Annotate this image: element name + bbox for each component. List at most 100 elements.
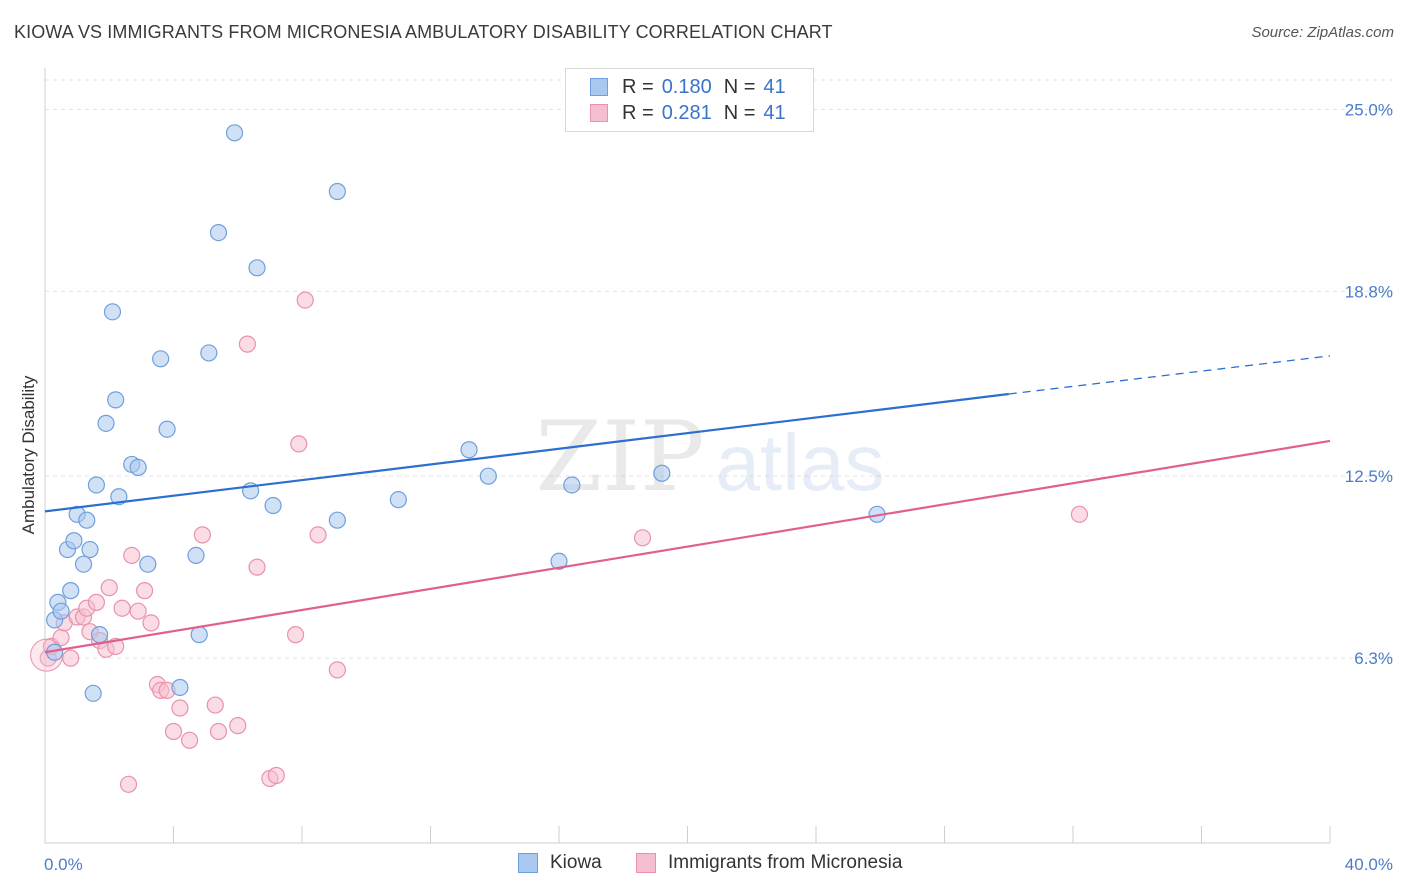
correlation-legend: R = 0.180 N = 41 R = 0.281 N = 41	[565, 68, 814, 132]
y-tick-label: 25.0%	[1345, 100, 1393, 119]
kiowa-point	[103, 303, 122, 321]
micronesia-point	[100, 579, 118, 597]
kiowa-trend-line	[44, 392, 1009, 513]
kiowa-point	[328, 511, 346, 529]
micronesia-point	[248, 558, 266, 576]
y-tick-label: 6.3%	[1354, 649, 1393, 668]
micronesia-trend-line	[44, 439, 1331, 654]
micronesia-point	[129, 602, 147, 620]
micronesia-point	[286, 626, 305, 644]
kiowa-point	[74, 555, 93, 573]
kiowa-point	[158, 420, 176, 438]
kiowa-point	[187, 546, 205, 565]
kiowa-point	[152, 350, 170, 368]
micronesia-point	[206, 696, 224, 714]
kiowa-trend-extension	[1008, 355, 1331, 395]
legend-n-value: 41	[763, 75, 786, 98]
kiowa-point	[107, 391, 125, 409]
kiowa-point	[248, 259, 266, 277]
micronesia-point	[296, 291, 314, 309]
kiowa-point	[62, 582, 80, 600]
micronesia-point	[633, 529, 652, 547]
micronesia-point	[238, 335, 256, 353]
kiowa-point	[389, 491, 407, 509]
kiowa-point	[225, 124, 244, 142]
micronesia-point	[119, 775, 138, 793]
micronesia-point	[113, 599, 131, 617]
kiowa-point	[65, 532, 83, 550]
watermark: ZIP atlas	[535, 401, 884, 513]
kiowa-point	[328, 182, 346, 201]
kiowa-point	[653, 464, 671, 482]
kiowa-point	[200, 344, 218, 362]
kiowa-point	[129, 458, 147, 476]
x-tick-labels: 0.0% 40.0%	[44, 855, 1393, 874]
micronesia-point	[87, 593, 106, 611]
kiowa-point	[190, 626, 208, 644]
kiowa-point	[78, 511, 96, 529]
series-kiowa-points	[46, 124, 886, 702]
legend-swatch-kiowa	[518, 853, 538, 873]
legend-row-micronesia: R = 0.281 N = 41	[590, 101, 786, 125]
watermark-zip: ZIP	[535, 401, 704, 513]
legend-item-micronesia[interactable]: Immigrants from Micronesia	[636, 852, 902, 874]
kiowa-point	[91, 626, 109, 644]
kiowa-point	[563, 476, 581, 494]
legend-r-value: 0.281	[661, 101, 712, 124]
y-tick-labels: 6.3% 12.5% 18.8% 25.0%	[1345, 100, 1393, 668]
micronesia-point	[171, 699, 189, 717]
micronesia-point	[135, 582, 154, 600]
micronesia-point	[193, 526, 212, 544]
legend-row-kiowa: R = 0.180 N = 41	[590, 75, 786, 99]
legend-item-kiowa[interactable]: Kiowa	[518, 852, 602, 874]
legend-label-kiowa: Kiowa	[550, 852, 602, 873]
micronesia-point	[267, 766, 285, 785]
kiowa-point	[87, 476, 106, 494]
legend-r-value: 0.180	[661, 75, 712, 98]
micronesia-point	[62, 649, 80, 667]
micronesia-point	[290, 435, 308, 453]
micronesia-point	[309, 526, 327, 544]
kiowa-point	[264, 496, 282, 515]
series-legend: Kiowa Immigrants from Micronesia	[0, 852, 1406, 878]
legend-n-label: N =	[723, 101, 756, 124]
micronesia-point	[164, 722, 183, 741]
kiowa-point	[209, 224, 228, 242]
series-micronesia-points	[30, 291, 1089, 793]
legend-r-label: R =	[622, 75, 654, 98]
legend-swatch-kiowa	[590, 78, 608, 96]
legend-r-label: R =	[622, 101, 654, 124]
y-axis-title: Ambulatory Disability	[19, 375, 38, 534]
legend-label-micronesia: Immigrants from Micronesia	[668, 852, 903, 873]
legend-swatch-micronesia	[636, 853, 656, 873]
micronesia-point	[180, 731, 199, 749]
legend-n-value: 41	[763, 101, 786, 124]
kiowa-point	[97, 414, 115, 432]
kiowa-point	[550, 552, 568, 570]
kiowa-point	[110, 488, 128, 506]
legend-swatch-micronesia	[590, 104, 608, 122]
chart-title: KIOWA VS IMMIGRANTS FROM MICRONESIA AMBU…	[14, 22, 833, 42]
watermark-atlas: atlas	[716, 418, 885, 507]
kiowa-point	[139, 555, 157, 573]
y-tick-label: 18.8%	[1345, 282, 1393, 301]
source-label: Source: ZipAtlas.com	[1251, 24, 1394, 41]
y-tick-label: 12.5%	[1345, 467, 1393, 486]
micronesia-point	[1070, 505, 1089, 523]
kiowa-point	[479, 467, 497, 485]
micronesia-point	[142, 614, 160, 632]
axes	[44, 68, 1331, 844]
kiowa-point	[52, 602, 70, 620]
gridlines	[45, 79, 1395, 659]
x-tick-label: 0.0%	[44, 855, 83, 874]
kiowa-point	[460, 441, 478, 459]
micronesia-point	[209, 722, 228, 741]
micronesia-point	[123, 546, 141, 565]
kiowa-point	[84, 684, 102, 702]
kiowa-point	[171, 678, 189, 697]
micronesia-point	[328, 661, 346, 679]
kiowa-point	[81, 540, 99, 559]
legend-n-label: N =	[723, 75, 756, 98]
trend-lines	[44, 355, 1331, 654]
